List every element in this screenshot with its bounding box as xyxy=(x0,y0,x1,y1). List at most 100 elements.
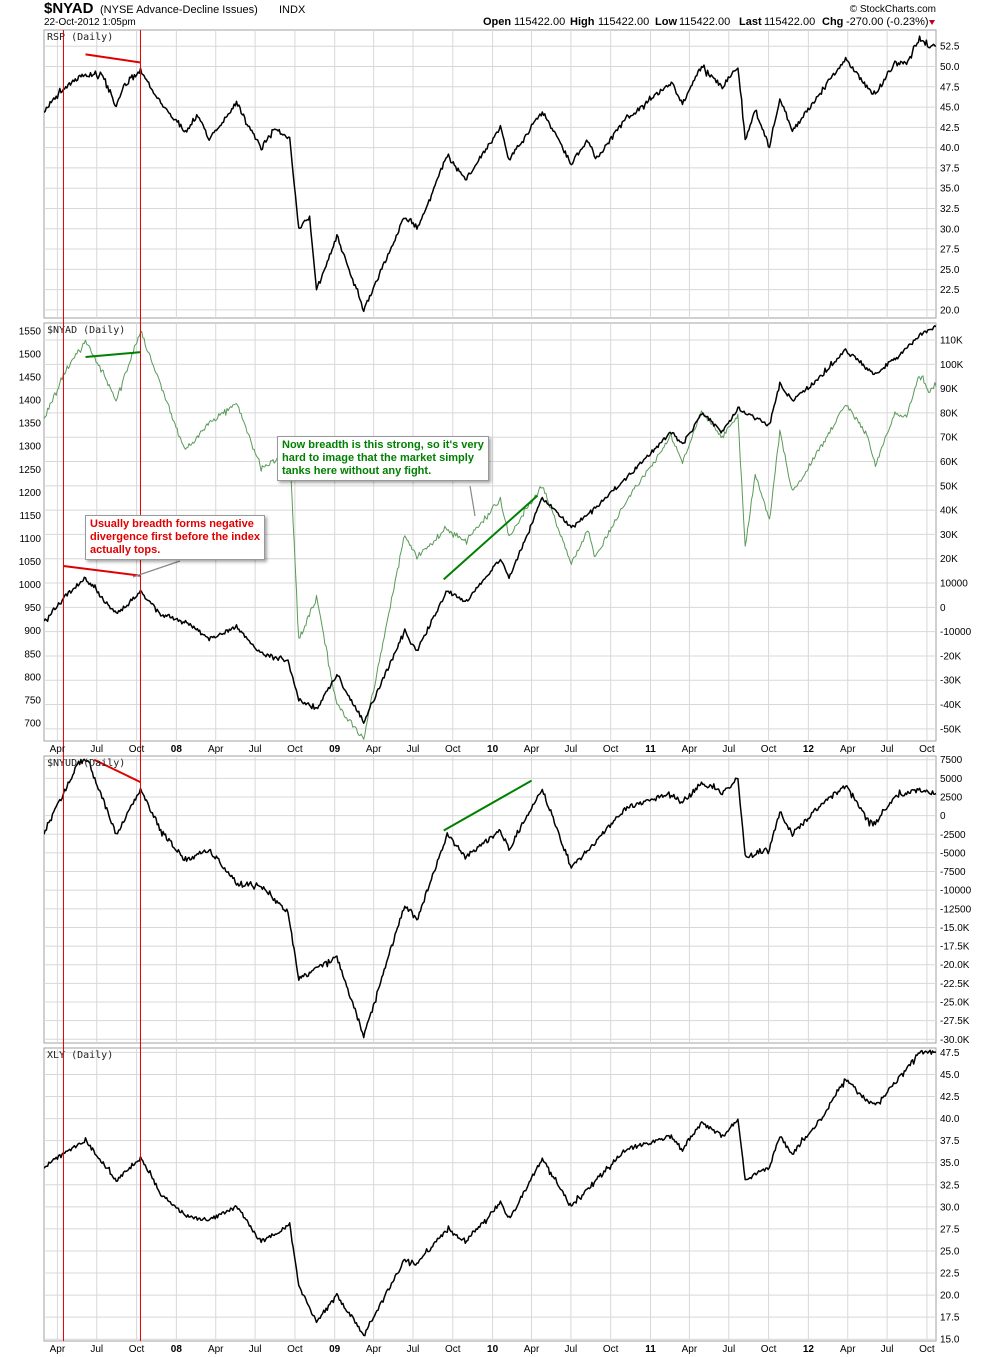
y-tick-label: 40K xyxy=(940,506,958,517)
y-tick-label: 110K xyxy=(940,336,963,347)
y-left-tick-label: 1050 xyxy=(19,557,42,568)
y-tick-label: 0 xyxy=(940,811,946,822)
trendline-red xyxy=(93,758,141,783)
x-tick-label: Jul xyxy=(407,744,420,755)
trendline-red xyxy=(85,53,141,64)
panel-frame xyxy=(43,755,937,1044)
x-tick-label: 09 xyxy=(329,744,341,755)
y-tick-label: 35.0 xyxy=(940,1158,960,1169)
y-tick-label: -7500 xyxy=(940,867,966,878)
y-tick-label: -15.0K xyxy=(940,923,970,934)
x-axis: Apr Jul Oct 08 Apr Jul Oct 09 Apr Jul Oct 10 Apr Jul O… xyxy=(50,1344,935,1355)
header-datetime: 22-Oct-2012 1:05pm xyxy=(44,17,136,28)
down-arrow-icon xyxy=(929,20,935,25)
header-symbol: $NYAD xyxy=(44,0,94,17)
y-tick-label: 20.0 xyxy=(940,1291,960,1302)
y-left-tick-label: 1100 xyxy=(19,534,41,545)
y-tick-label: -27.5K xyxy=(940,1016,970,1027)
quote-chg: -270.00 (-0.23%) xyxy=(846,16,929,28)
panel-rsp: 52.5 50.0 47.5 45.0 42.5 40.0 37.5 35.0 32.5 30.0… xyxy=(43,29,960,319)
y-tick-label: 0 xyxy=(940,603,946,614)
quote-high: 115422.00 xyxy=(598,16,649,28)
y-tick-label: -22.5K xyxy=(940,979,970,990)
y-tick-label: -20K xyxy=(940,651,961,662)
y-left-tick-label: 1550 xyxy=(19,326,42,337)
x-tick-label: Apr xyxy=(682,744,698,755)
y-tick-label: 32.5 xyxy=(940,1180,960,1191)
x-tick-label: Jul xyxy=(90,1344,103,1355)
quote-high-label: High xyxy=(570,16,595,28)
x-tick-label: Apr xyxy=(524,744,540,755)
x-tick-label: 08 xyxy=(171,1344,183,1355)
quote-low-label: Low xyxy=(655,16,677,28)
callout-negative-divergence: Usually breadth forms negative divergenc… xyxy=(85,515,265,560)
x-tick-label: Apr xyxy=(208,1344,224,1355)
x-tick-label: Jul xyxy=(722,1344,735,1355)
y-tick-label: 90K xyxy=(940,384,958,395)
x-tick-label: 11 xyxy=(645,744,656,755)
y-tick-label: 22.5 xyxy=(940,1269,960,1280)
y-tick-label: 47.5 xyxy=(940,1048,960,1059)
y-tick-label: 47.5 xyxy=(940,82,960,93)
x-tick-label: Apr xyxy=(50,1344,66,1355)
x-tick-label: Apr xyxy=(840,1344,856,1355)
y-left-tick-label: 1150 xyxy=(19,511,41,522)
callout-pointer xyxy=(132,560,181,578)
x-tick-label: 08 xyxy=(171,744,183,755)
callout-breadth-strong: Now breadth is this strong, so it's very… xyxy=(277,436,489,481)
y-left-tick-label: 950 xyxy=(24,603,41,614)
x-tick-label: 11 xyxy=(645,1344,656,1355)
y-tick-label: 60K xyxy=(940,457,958,468)
x-tick-label: Oct xyxy=(445,1344,461,1355)
y-left-tick-label: 850 xyxy=(24,649,41,660)
quote-open: 115422.00 xyxy=(514,16,565,28)
x-tick-label: Apr xyxy=(524,1344,540,1355)
panel-label: $NYUD (Daily) xyxy=(47,758,125,769)
x-tick-label: Jul xyxy=(249,1344,262,1355)
y-tick-label: -10000 xyxy=(940,886,972,897)
y-left-tick-label: 1350 xyxy=(19,419,42,430)
y-tick-label: 5000 xyxy=(940,774,963,785)
panel-label: RSP (Daily) xyxy=(47,32,113,43)
header-credit: © StockCharts.com xyxy=(850,4,936,15)
x-tick-label: 09 xyxy=(329,1344,341,1355)
x-tick-label: Oct xyxy=(603,1344,619,1355)
callout-breadth-strong-text: Now breadth is this strong, so it's very… xyxy=(282,439,484,477)
y-left-tick-label: 1500 xyxy=(19,349,42,360)
quote-open-label: Open xyxy=(483,16,511,28)
callout-pointer xyxy=(469,485,476,517)
y-left-tick-label: 1200 xyxy=(19,488,42,499)
x-tick-label: Jul xyxy=(90,744,103,755)
x-tick-label: 10 xyxy=(487,1344,499,1355)
y-tick-label: 70K xyxy=(940,433,958,444)
x-tick-label: Oct xyxy=(603,744,619,755)
y-tick-label: 40.0 xyxy=(940,1114,960,1125)
callout-negative-divergence-text: Usually breadth forms negative divergenc… xyxy=(90,518,260,556)
y-left-tick-label: 700 xyxy=(24,719,41,730)
y-tick-label: 30K xyxy=(940,530,958,541)
series-price-line xyxy=(44,35,936,313)
x-tick-label: Jul xyxy=(564,1344,577,1355)
series-overlay-line xyxy=(44,330,936,740)
quote-chg-label: Chg xyxy=(822,16,843,28)
y-tick-label: 20.0 xyxy=(940,305,960,316)
y-tick-label: 52.5 xyxy=(940,42,960,53)
x-tick-label: Oct xyxy=(761,1344,777,1355)
series-price-line xyxy=(44,325,936,724)
x-tick-label: Apr xyxy=(50,744,66,755)
trendline-green xyxy=(85,351,141,359)
x-tick-label: Oct xyxy=(129,744,145,755)
y-tick-label: 50K xyxy=(940,481,958,492)
trendline-green xyxy=(443,779,533,832)
quote-low: 115422.00 xyxy=(679,16,730,28)
y-tick-label: -25.0K xyxy=(940,998,970,1009)
y-left-tick-label: 1250 xyxy=(19,465,42,476)
y-tick-label: 45.0 xyxy=(940,103,960,114)
x-tick-label: Jul xyxy=(881,1344,894,1355)
y-left-tick-label: 800 xyxy=(24,672,41,683)
panel-frame xyxy=(43,1047,937,1342)
panel-nyud: 7500 5000 2500 0 -2500 -5000 -7500 -10000 -12500… xyxy=(43,755,972,1046)
y-tick-label: -2500 xyxy=(940,830,966,841)
x-axis: Apr Jul Oct 08 Apr Jul Oct 09 Apr Jul Oct 10 Apr Jul O… xyxy=(50,744,935,755)
y-tick-label: 40.0 xyxy=(940,143,960,154)
